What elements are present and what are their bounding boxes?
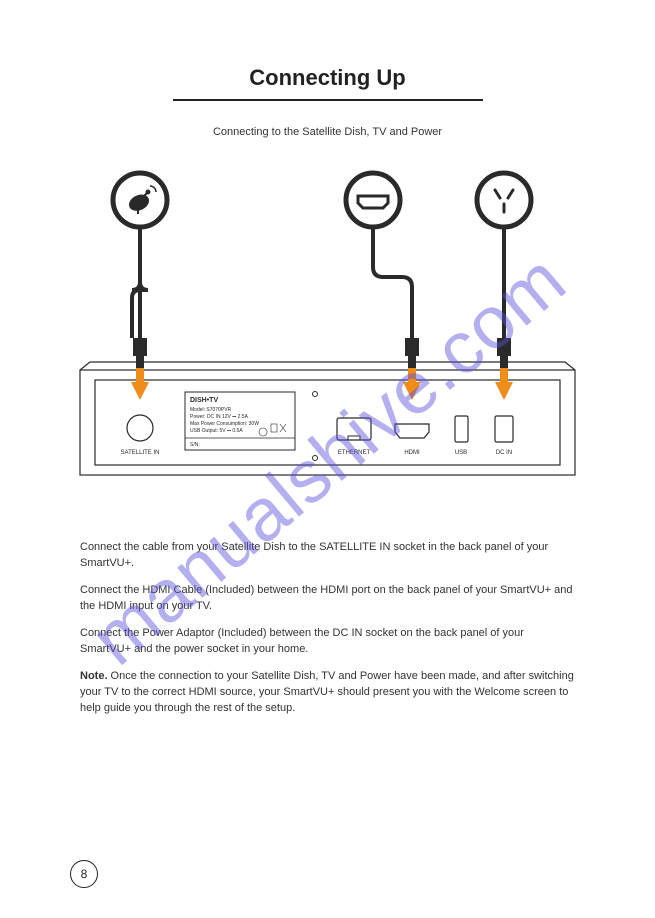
cable-satellite (113, 173, 167, 400)
port-label-usb: USB (455, 450, 467, 456)
note-text: Once the connection to your Satellite Di… (80, 670, 574, 714)
page-number: 8 (70, 860, 98, 888)
usb-line: USB Output: 5V ⎓ 0.5A (190, 428, 243, 434)
page-header: Connecting Up (0, 65, 655, 101)
cable-power (477, 173, 531, 400)
port-label-satellite: SATELLITE IN (121, 450, 160, 456)
title-underline (173, 99, 483, 101)
paragraph-2: Connect the HDMI Cable (Included) betwee… (80, 583, 575, 615)
port-label-ethernet: ETHERNET (338, 450, 371, 456)
page-title: Connecting Up (249, 65, 405, 97)
paragraph-3: Connect the Power Adaptor (Included) bet… (80, 626, 575, 658)
model-line: Model: S7070PVR (190, 407, 232, 413)
page-subtitle: Connecting to the Satellite Dish, TV and… (0, 126, 655, 138)
paragraph-1: Connect the cable from your Satellite Di… (80, 540, 575, 572)
paragraph-4: Note. Once the connection to your Satell… (80, 669, 575, 717)
connection-diagram: SATELLITE IN DISH•TV Model: S7070PVR Pow… (75, 170, 580, 520)
note-label: Note. (80, 670, 108, 682)
max-power-line: Max Power Consumption: 30W (190, 421, 259, 427)
power-line: Power: DC IN 12V ⎓ 2.5A (190, 414, 249, 420)
port-label-dcin: DC IN (496, 450, 512, 456)
sn-line: S/N: (190, 442, 200, 448)
port-label-hdmi: HDMI (404, 450, 420, 456)
body-text: Connect the cable from your Satellite Di… (80, 540, 575, 727)
brand-text: DISH•TV (190, 397, 218, 404)
cable-hdmi (346, 173, 421, 400)
